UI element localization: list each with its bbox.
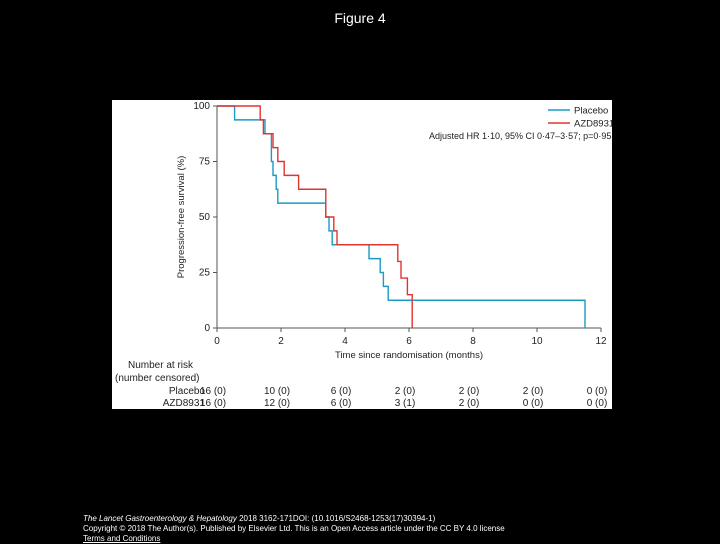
- risk-cell: 6 (0): [331, 398, 352, 409]
- risk-cell: 3 (1): [395, 398, 416, 409]
- km-figure: 0 25 50 75 100 0 2 4 6 8 10 12 Time since randomisat…: [112, 100, 612, 409]
- citation-text: 2018 3162-171DOI: (10.1016/S2468-1253(17…: [236, 514, 436, 523]
- risk-cell: 16 (0): [200, 398, 226, 409]
- slide-title: Figure 4: [334, 10, 386, 26]
- y-tick-label: 100: [193, 101, 210, 112]
- figure-caption: The Lancet Gastroenterology & Hepatology…: [83, 514, 513, 544]
- risk-cell: 2 (0): [523, 386, 544, 397]
- hr-annotation: Adjusted HR 1·10, 95% CI 0·47–3·57; p=0·…: [429, 131, 611, 141]
- x-tick-label: 12: [595, 336, 607, 347]
- terms-link[interactable]: Terms and Conditions: [83, 534, 161, 543]
- x-tick-label: 10: [531, 336, 543, 347]
- y-tick-label: 50: [199, 212, 211, 223]
- risk-cell: 2 (0): [459, 386, 480, 397]
- risk-cell: 0 (0): [587, 398, 608, 409]
- y-axis-label: Progression-free survival (%): [176, 156, 187, 278]
- legend-label: Placebo: [574, 106, 608, 117]
- x-axis-label: Time since randomisation (months): [335, 350, 483, 361]
- risk-cell: 16 (0): [200, 386, 226, 397]
- y-tick-label: 0: [204, 323, 210, 334]
- x-tick-label: 6: [406, 336, 412, 347]
- legend-label: AZD8931: [574, 119, 612, 130]
- x-tick-label: 2: [278, 336, 284, 347]
- risk-cell: 2 (0): [395, 386, 416, 397]
- risk-cell: 0 (0): [587, 386, 608, 397]
- risk-row-label: Placebo: [169, 386, 206, 397]
- risk-table-subheading: (number censored): [115, 373, 199, 384]
- risk-cell: 6 (0): [331, 386, 352, 397]
- journal-name: The Lancet Gastroenterology & Hepatology: [83, 514, 237, 523]
- risk-table-heading: Number at risk: [128, 360, 194, 371]
- y-tick-label: 75: [199, 157, 211, 168]
- km-chart: 0 25 50 75 100 0 2 4 6 8 10 12 Time since randomisat…: [115, 101, 612, 409]
- x-tick-label: 4: [342, 336, 348, 347]
- risk-cell: 0 (0): [523, 398, 544, 409]
- risk-cell: 2 (0): [459, 398, 480, 409]
- km-curve-azd8931: [217, 105, 413, 328]
- x-tick-label: 0: [214, 336, 220, 347]
- risk-cell: 10 (0): [264, 386, 290, 397]
- copyright-text: Copyright © 2018 The Author(s). Publishe…: [83, 524, 505, 533]
- x-tick-label: 8: [470, 336, 476, 347]
- risk-cell: 12 (0): [264, 398, 290, 409]
- y-tick-label: 25: [199, 268, 211, 279]
- risk-row-label: AZD8931: [163, 398, 206, 409]
